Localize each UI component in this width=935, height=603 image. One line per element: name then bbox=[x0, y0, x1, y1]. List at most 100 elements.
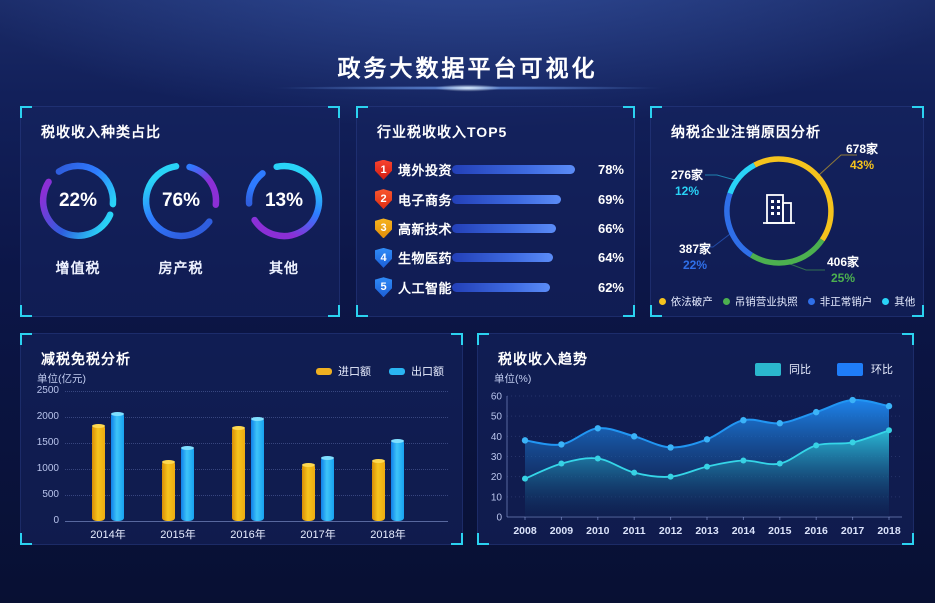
panel-industry-top5: 行业税收收入TOP5 1 境外投资 78% 2 电子商务 69% 3 高新技术 66% 4 生物医药… bbox=[356, 106, 635, 317]
top5-row: 2 电子商务 69% bbox=[357, 184, 634, 213]
panel-corner-decoration bbox=[902, 333, 914, 345]
ring-percent: 22% bbox=[58, 190, 98, 211]
legend-item-exports[interactable]: 出口额 bbox=[389, 363, 444, 379]
legend-item-imports[interactable]: 进口额 bbox=[316, 363, 371, 379]
rank-shield-badge: 3 bbox=[375, 218, 392, 239]
yoy-data-point bbox=[558, 460, 565, 467]
x-tick-label: 2012 bbox=[659, 525, 683, 537]
x-tick-label: 2016年 bbox=[230, 529, 266, 541]
exports-bar bbox=[391, 438, 404, 521]
legend-item[interactable]: 其他 bbox=[882, 294, 915, 309]
donut-ring: 13% 其他 bbox=[241, 158, 327, 278]
industry-label: 电子商务 bbox=[398, 192, 453, 208]
y-tick-label: 10 bbox=[491, 492, 503, 503]
panel-corner-decoration bbox=[650, 106, 662, 118]
ring-label: 增值税 bbox=[55, 260, 101, 276]
ring-percent: 13% bbox=[264, 190, 304, 211]
panel-corner-decoration bbox=[477, 533, 489, 545]
top5-bar-list: 1 境外投资 78% 2 电子商务 69% 3 高新技术 66% 4 生物医药 64% 5 人工智能 62% bbox=[357, 155, 634, 302]
y-tick-label: 60 bbox=[491, 392, 503, 403]
exports-bar bbox=[181, 445, 194, 521]
ring-svg bbox=[39, 162, 117, 239]
bar-track bbox=[452, 282, 576, 292]
donut-rings-chart: 22% 增值税 76% 房产税 13% 其他 bbox=[21, 158, 339, 278]
yoy-data-point bbox=[813, 442, 820, 449]
y-tick-label: 0 bbox=[53, 515, 59, 526]
legend-item[interactable]: 非正常销户 bbox=[807, 294, 872, 309]
panel-corner-decoration bbox=[623, 106, 635, 118]
panel-corner-decoration bbox=[20, 106, 32, 118]
building-icon bbox=[763, 194, 795, 224]
bar-top-cap bbox=[111, 411, 124, 416]
slice-percent: 43% bbox=[849, 158, 875, 172]
y-tick-label: 30 bbox=[491, 452, 503, 463]
slice-percent: 25% bbox=[830, 271, 856, 285]
bar-top-cap bbox=[232, 425, 245, 430]
ring-svg bbox=[142, 163, 220, 240]
legend-swatch-imports bbox=[316, 367, 332, 375]
donut-legend: 依法破产 吊销营业执照 非正常销户 其他 bbox=[651, 294, 923, 309]
percent-label: 78% bbox=[597, 162, 624, 178]
panel-title: 行业税收收入TOP5 bbox=[377, 124, 508, 140]
legend-item-yoy[interactable]: 同比 bbox=[755, 361, 811, 377]
x-tick-label: 2010 bbox=[586, 525, 610, 537]
slice-callout: 387家 22% bbox=[659, 241, 731, 273]
slice-count: 678家 bbox=[845, 142, 879, 156]
panel-corner-decoration bbox=[328, 106, 340, 118]
bar-top-cap bbox=[92, 423, 105, 428]
bar-top-cap bbox=[302, 462, 315, 467]
callout-leader-line bbox=[818, 154, 857, 176]
legend-dot bbox=[658, 298, 666, 305]
yoy-data-point bbox=[704, 463, 710, 470]
legend-swatch-exports bbox=[389, 367, 405, 375]
panel-corner-decoration bbox=[451, 533, 463, 545]
legend-swatch-mom bbox=[837, 362, 863, 376]
mom-data-point bbox=[849, 396, 856, 404]
legend-label: 出口额 bbox=[411, 366, 444, 378]
panel-corner-decoration bbox=[623, 305, 635, 317]
ring-arc bbox=[142, 163, 213, 240]
ring-svg bbox=[245, 162, 323, 240]
rank-shield-badge: 4 bbox=[375, 247, 392, 268]
bar-track bbox=[452, 165, 576, 175]
mom-data-point bbox=[667, 444, 674, 451]
mom-data-point bbox=[885, 402, 893, 410]
percent-label: 66% bbox=[597, 220, 624, 236]
gridline bbox=[65, 391, 448, 392]
y-tick-label: 1000 bbox=[36, 463, 59, 474]
bar-top-cap bbox=[372, 458, 385, 463]
legend-item[interactable]: 依法破产 bbox=[658, 294, 713, 309]
slice-count: 406家 bbox=[826, 255, 860, 269]
donut-slice bbox=[749, 238, 825, 266]
callout-leader-line bbox=[705, 174, 736, 181]
yoy-data-point bbox=[631, 469, 638, 476]
panel-corner-decoration bbox=[650, 305, 662, 317]
mom-data-point bbox=[703, 436, 711, 443]
x-axis-line bbox=[65, 521, 448, 522]
slice-callout: 276家 12% bbox=[651, 167, 723, 199]
donut-ring: 76% 房产税 bbox=[138, 158, 224, 278]
callout-leader-line bbox=[789, 263, 825, 271]
mom-data-point bbox=[813, 408, 820, 416]
title-flare-decoration bbox=[207, 84, 728, 92]
y-tick-label: 2000 bbox=[36, 411, 59, 422]
top5-row: 1 境外投资 78% bbox=[357, 155, 634, 184]
mom-data-point bbox=[594, 425, 601, 432]
panel-corner-decoration bbox=[20, 533, 32, 545]
slice-count: 276家 bbox=[670, 168, 704, 182]
donut-slice bbox=[724, 192, 753, 258]
panel-revenue-trend: 税收收入趋势 单位(%) 同比 环比 0 10 20 30 40 50 60 2008 2009… bbox=[477, 333, 914, 545]
legend-item-mom[interactable]: 环比 bbox=[837, 361, 893, 377]
industry-label: 人工智能 bbox=[398, 280, 453, 296]
exports-bar bbox=[111, 411, 124, 521]
ring-label: 其他 bbox=[269, 260, 299, 276]
bar-top-cap bbox=[162, 459, 175, 464]
bar-chart: 0 500 1000 1500 2000 2500 2014年 2015年 2016年 2017年… bbox=[21, 334, 462, 544]
top5-row: 3 高新技术 66% bbox=[357, 214, 634, 243]
legend-item[interactable]: 吊销营业执照 bbox=[722, 294, 798, 309]
y-tick-label: 40 bbox=[491, 432, 503, 443]
value-bar bbox=[452, 253, 553, 263]
x-tick-label: 2018 bbox=[877, 525, 901, 537]
bar-track bbox=[452, 194, 576, 204]
